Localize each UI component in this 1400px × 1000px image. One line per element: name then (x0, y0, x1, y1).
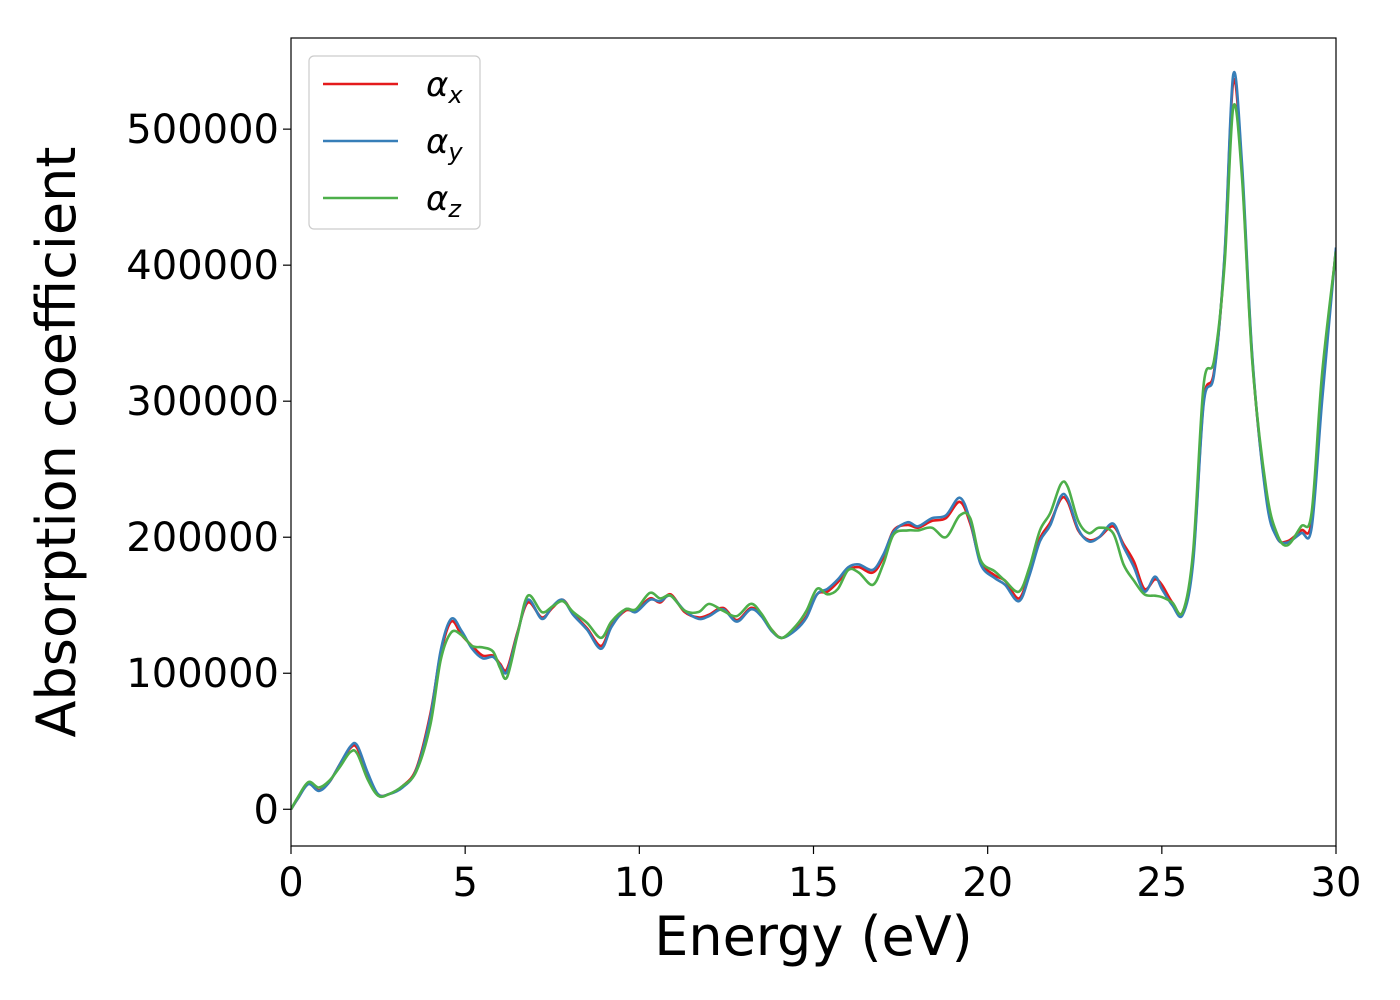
x-tick-label: 0 (278, 860, 303, 906)
x-tick-label: 10 (614, 860, 665, 906)
y-axis: 0 100000 200000 300000 400000 500000 (126, 107, 291, 833)
legend-frame (308, 55, 481, 230)
x-tick-label: 25 (1136, 860, 1187, 906)
legend: αx αy αz (308, 55, 481, 230)
y-tick-label: 0 (254, 787, 279, 833)
legend-label-z: αz (426, 179, 462, 223)
y-tick-label: 200000 (126, 515, 279, 561)
x-tick-label: 15 (788, 860, 839, 906)
x-axis: 0 5 10 15 20 25 30 (278, 846, 1361, 906)
legend-label-y: αy (426, 122, 463, 166)
y-tick-label: 300000 (126, 379, 279, 425)
y-tick-label: 500000 (126, 107, 279, 153)
series-layer (291, 70, 1336, 810)
y-tick-label: 400000 (126, 243, 279, 289)
plot-area (290, 37, 1337, 847)
x-axis-title: Energy (eV) (654, 905, 973, 968)
series-line-z (291, 103, 1336, 810)
legend-label-x: αx (426, 65, 463, 109)
x-tick-label: 30 (1311, 860, 1362, 906)
y-tick-label: 100000 (126, 651, 279, 697)
x-tick-label: 5 (452, 860, 477, 906)
y-axis-title: Absorption coefficient (25, 147, 88, 738)
x-tick-label: 20 (962, 860, 1013, 906)
